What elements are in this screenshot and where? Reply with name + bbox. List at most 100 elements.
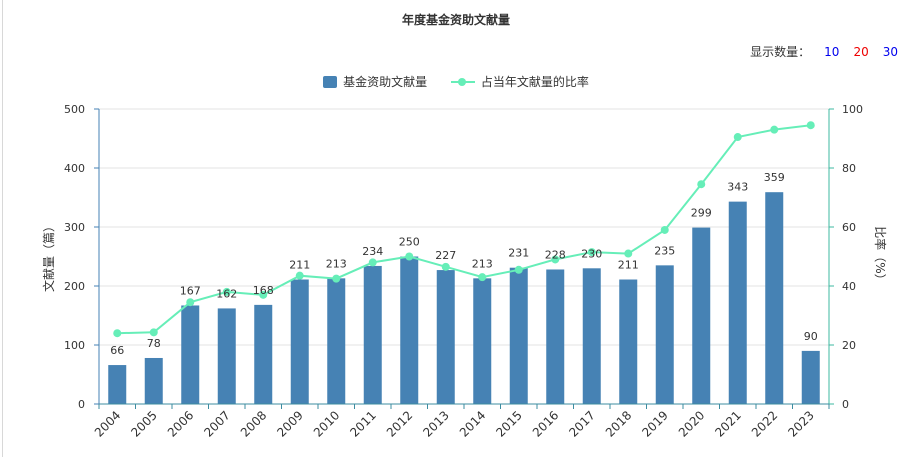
display-count-option-30[interactable]: 30 <box>882 45 898 59</box>
legend-line-label: 占当年文献量的比率 <box>480 75 589 89</box>
chart-legend: 基金资助文献量 占当年文献量的比率 <box>0 73 912 91</box>
ratio-point <box>332 274 341 283</box>
legend-bar-label: 基金资助文献量 <box>343 75 428 89</box>
y-tick-label-right: 60 <box>842 221 856 234</box>
bar-value-label: 213 <box>472 257 493 270</box>
bar <box>655 265 674 404</box>
chart-title: 年度基金资助文献量 <box>401 13 510 27</box>
ratio-point <box>697 180 706 189</box>
x-tick-label: 2020 <box>676 408 707 439</box>
y-tick-label-right: 0 <box>842 398 849 411</box>
bar-value-label: 211 <box>618 259 639 272</box>
y-tick-label-left: 200 <box>64 280 85 293</box>
y-tick-label-left: 100 <box>64 339 85 352</box>
left-border <box>2 0 3 457</box>
bar-value-label: 299 <box>691 207 712 220</box>
ratio-point <box>368 258 377 267</box>
bar-value-label: 231 <box>508 247 529 260</box>
bar-value-label: 66 <box>110 344 124 357</box>
ratio-point <box>222 287 231 296</box>
ratio-point <box>295 271 304 280</box>
bar <box>436 270 455 404</box>
bar <box>582 268 601 404</box>
legend-item-bar-series[interactable]: 基金资助文献量 <box>323 73 427 90</box>
ratio-point <box>259 290 268 299</box>
bar <box>108 365 127 404</box>
y-tick-label-right: 40 <box>842 280 856 293</box>
y-tick-label-left: 300 <box>64 221 85 234</box>
display-count-label: 显示数量： <box>750 45 811 59</box>
legend-bar-swatch <box>323 75 338 88</box>
x-tick-label: 2008 <box>238 408 269 439</box>
bar <box>254 304 273 404</box>
bar-value-label: 162 <box>216 287 237 300</box>
bar <box>801 350 820 404</box>
x-tick-label: 2022 <box>749 408 780 439</box>
bar-value-label: 228 <box>545 248 566 261</box>
bar <box>290 279 309 404</box>
y-tick-label-left: 400 <box>64 162 85 175</box>
bar-value-label: 168 <box>253 284 274 297</box>
ratio-point <box>587 248 596 257</box>
x-tick-label: 2007 <box>201 408 232 439</box>
bar <box>619 279 638 404</box>
x-tick-label: 2009 <box>274 408 305 439</box>
legend-line-swatch <box>450 76 475 88</box>
legend-item-line-series[interactable]: 占当年文献量的比率 <box>450 73 589 90</box>
x-tick-label: 2019 <box>639 408 670 439</box>
x-tick-label: 2011 <box>347 408 378 439</box>
y-tick-label-right: 100 <box>842 103 863 116</box>
y-axis-title-right: 比率（%） <box>873 226 888 285</box>
bar-value-label: 235 <box>654 244 675 257</box>
bar <box>144 357 163 404</box>
bar-value-label: 167 <box>180 284 201 297</box>
bar-value-label: 227 <box>435 249 456 262</box>
y-tick-label-right: 80 <box>842 162 856 175</box>
y-tick-label-left: 0 <box>78 398 85 411</box>
ratio-point <box>660 225 669 234</box>
bar <box>217 308 236 404</box>
ratio-point <box>514 265 523 274</box>
ratio-point <box>806 121 815 130</box>
x-tick-label: 2006 <box>165 408 196 439</box>
ratio-point <box>149 328 158 337</box>
display-count-option-10[interactable]: 10 <box>824 45 840 59</box>
bar-value-label: 78 <box>147 337 161 350</box>
bar <box>327 278 346 404</box>
x-tick-label: 2021 <box>712 408 743 439</box>
y-tick-label-left: 500 <box>64 103 85 116</box>
ratio-point <box>770 125 779 134</box>
bar <box>363 265 382 404</box>
bar <box>728 201 747 404</box>
x-tick-label: 2014 <box>457 408 488 439</box>
x-tick-label: 2005 <box>128 408 159 439</box>
bar-value-label: 250 <box>399 236 420 249</box>
x-tick-label: 2015 <box>493 408 524 439</box>
display-count-option-20[interactable]: 20 <box>853 45 869 59</box>
bar-value-label: 213 <box>326 257 347 270</box>
x-tick-label: 2004 <box>92 408 123 439</box>
bar <box>546 269 565 404</box>
bar-value-label: 211 <box>289 259 310 272</box>
ratio-point <box>478 273 487 282</box>
x-tick-label: 2010 <box>311 408 342 439</box>
ratio-point <box>186 298 195 307</box>
bar <box>509 267 528 404</box>
bar-value-label: 359 <box>764 171 785 184</box>
bar-value-label: 90 <box>804 330 818 343</box>
bar <box>181 305 200 404</box>
bar <box>765 192 784 404</box>
x-tick-label: 2013 <box>420 408 451 439</box>
y-axis-title-left: 文献量（篇） <box>41 220 56 292</box>
x-tick-label: 2012 <box>384 408 415 439</box>
ratio-point <box>733 133 742 142</box>
bar <box>692 227 711 404</box>
ratio-line <box>117 124 811 335</box>
bar-value-label: 234 <box>362 245 383 258</box>
ratio-point <box>113 329 122 338</box>
x-tick-label: 2018 <box>603 408 634 439</box>
x-tick-label: 2017 <box>566 408 597 439</box>
bar-value-label: 343 <box>727 181 748 194</box>
